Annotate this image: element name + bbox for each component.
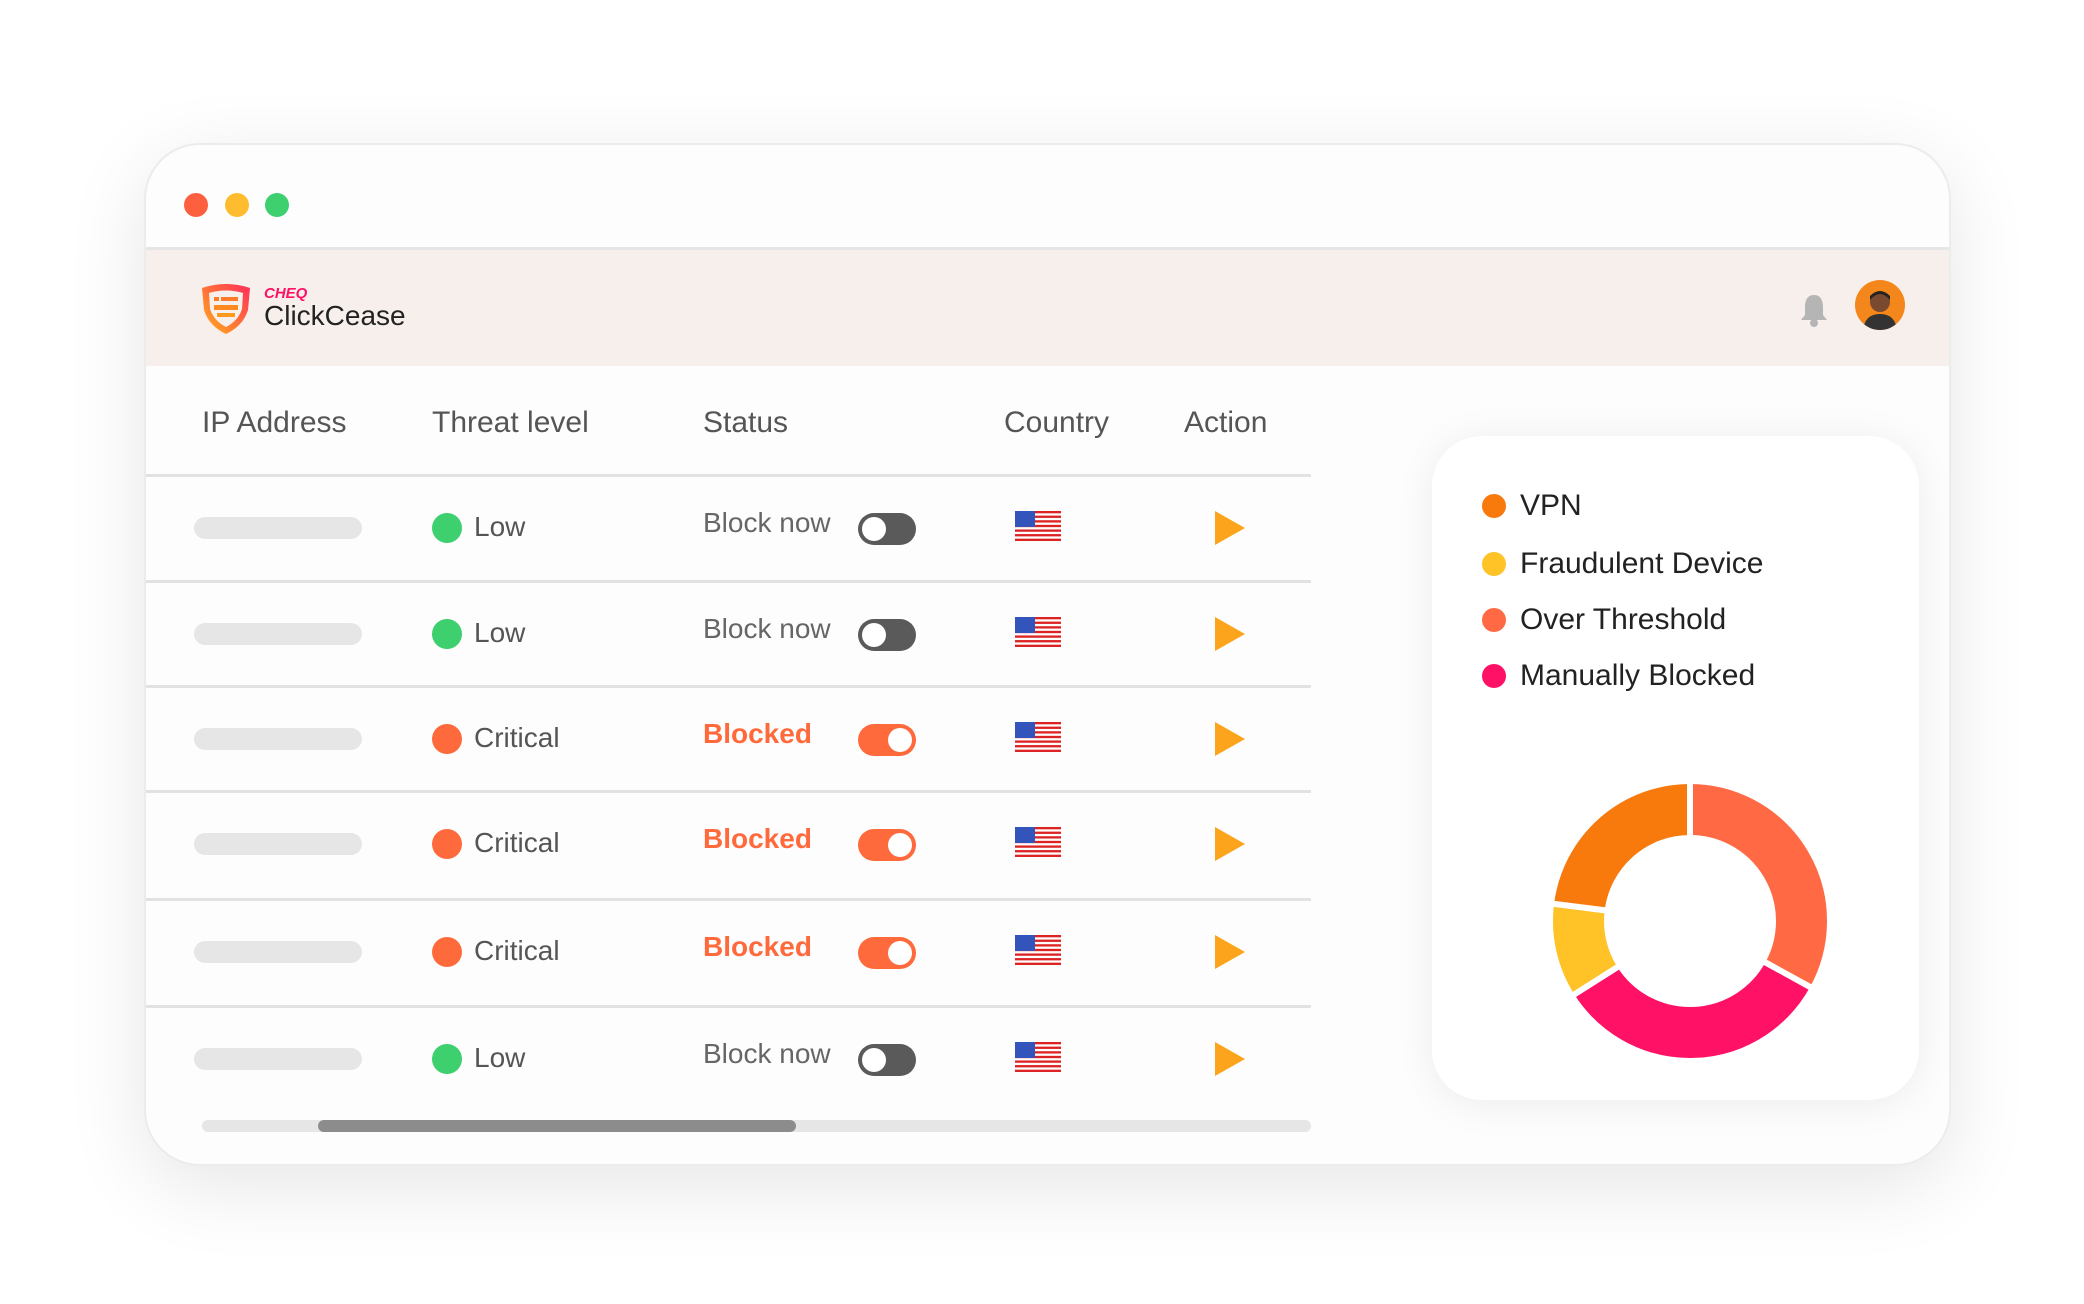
us-flag-icon [1015,827,1061,857]
table-row: Low Block now [146,477,1311,580]
legend-label: Over Threshold [1520,603,1727,636]
ip-address-placeholder [194,623,362,645]
threat-indicator-icon [432,1044,462,1074]
column-header-threat[interactable]: Threat level [432,406,589,439]
threat-chart-card: VPN Fraudulent Device Over Threshold Man… [1432,436,1919,1100]
status-text: Blocked [703,931,812,962]
toggle-knob [862,517,886,541]
threat-level: Critical [474,722,560,753]
play-action-button[interactable] [1215,617,1245,651]
row-divider [146,474,1311,477]
legend-item: VPN [1482,488,1582,524]
row-divider [146,898,1311,901]
legend-item: Fraudulent Device [1482,546,1763,582]
table-row: Low Block now [146,583,1311,686]
logo[interactable]: CHEQ ClickCease [198,280,406,336]
us-flag-icon [1015,617,1061,647]
minimize-window-button[interactable] [225,193,249,217]
status-text: Blocked [703,718,812,749]
toggle-knob [862,1048,886,1072]
status-text: Blocked [703,823,812,854]
us-flag-icon [1015,722,1061,752]
us-flag-icon [1015,1042,1061,1072]
threat-level: Low [474,511,526,542]
toggle-knob [862,623,886,647]
toggle-knob [888,833,912,857]
donut-slice-over-threshold[interactable] [1687,777,1833,993]
legend-label: Manually Blocked [1520,659,1756,692]
donut-chart [1547,777,1833,1064]
ip-address-placeholder [194,833,362,855]
block-toggle[interactable] [858,724,916,756]
play-action-button[interactable] [1215,935,1245,969]
block-toggle[interactable] [858,1044,916,1076]
block-toggle[interactable] [858,937,916,969]
status-text: Block now [703,613,831,644]
app-header: CHEQ ClickCease [146,250,1949,366]
maximize-window-button[interactable] [265,193,289,217]
ip-address-placeholder [194,1048,362,1070]
donut-slice-vpn[interactable] [1547,777,1693,914]
threat-level: Critical [474,935,560,966]
brand-name: ClickCease [264,299,406,331]
table-row: Critical Blocked [146,688,1311,791]
row-divider [146,1005,1311,1008]
row-divider [146,580,1311,583]
toggle-knob [888,728,912,752]
threat-level: Low [474,1042,526,1073]
threat-indicator-icon [432,513,462,543]
legend-dot [1482,552,1506,576]
close-window-button[interactable] [184,193,208,217]
block-toggle[interactable] [858,513,916,545]
legend-item: Over Threshold [1482,602,1726,638]
ip-address-placeholder [194,941,362,963]
ip-address-placeholder [194,728,362,750]
horizontal-scrollbar[interactable] [202,1120,1311,1132]
table-row: Critical Blocked [146,901,1311,1004]
play-action-button[interactable] [1215,511,1245,545]
us-flag-icon [1015,511,1061,541]
bell-icon[interactable] [1799,292,1829,328]
legend-label: VPN [1520,489,1582,522]
block-toggle[interactable] [858,619,916,651]
legend-dot [1482,664,1506,688]
threat-indicator-icon [432,829,462,859]
shield-logo-icon [202,284,250,334]
legend-dot [1482,608,1506,632]
ip-address-placeholder [194,517,362,539]
user-icon [1863,291,1897,330]
row-divider [146,790,1311,793]
threat-indicator-icon [432,619,462,649]
row-divider [146,685,1311,688]
legend-item: Manually Blocked [1482,658,1755,694]
threat-level: Low [474,617,526,648]
legend-dot [1482,494,1506,518]
avatar[interactable] [1855,280,1905,330]
legend-label: Fraudulent Device [1520,547,1764,580]
table-row: Low Block now [146,1008,1311,1111]
toggle-knob [888,941,912,965]
donut-slice-manually-blocked[interactable] [1567,956,1817,1064]
column-header-action[interactable]: Action [1184,406,1268,439]
status-text: Block now [703,1038,831,1069]
threat-indicator-icon [432,937,462,967]
status-text: Block now [703,507,831,538]
column-header-country[interactable]: Country [1004,406,1110,439]
threat-level: Critical [474,827,560,858]
us-flag-icon [1015,935,1061,965]
play-action-button[interactable] [1215,1042,1245,1076]
brand-parent: CHEQ [264,284,308,302]
column-header-ip[interactable]: IP Address [202,406,347,439]
threat-indicator-icon [432,724,462,754]
play-action-button[interactable] [1215,827,1245,861]
scrollbar-thumb[interactable] [318,1120,796,1132]
table-row: Critical Blocked [146,793,1311,896]
play-action-button[interactable] [1215,722,1245,756]
column-header-status[interactable]: Status [703,406,789,439]
app-window: CHEQ ClickCease IP Address Threat level … [144,143,1951,1166]
divider [146,247,1949,250]
block-toggle[interactable] [858,829,916,861]
